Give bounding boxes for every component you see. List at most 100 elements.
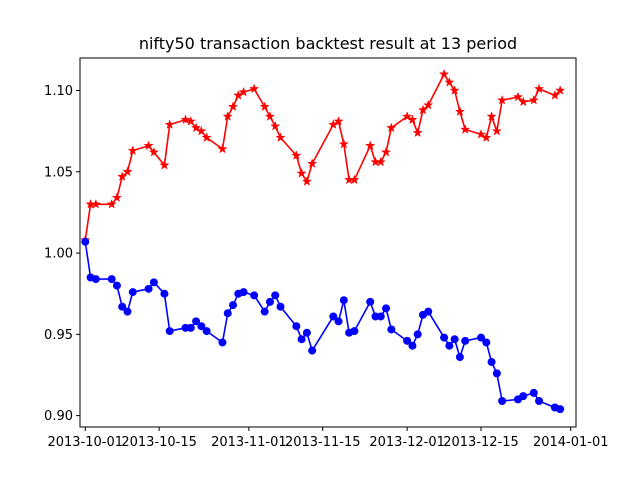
data-point xyxy=(90,198,101,209)
data-point xyxy=(270,120,281,131)
data-point xyxy=(482,338,491,347)
data-point xyxy=(454,106,466,116)
data-point xyxy=(375,156,386,167)
data-point xyxy=(444,77,455,87)
data-point xyxy=(498,396,507,405)
data-point xyxy=(555,85,566,95)
data-point xyxy=(403,336,412,345)
data-point xyxy=(218,338,227,347)
data-point xyxy=(127,145,138,155)
data-point xyxy=(528,94,539,105)
data-point xyxy=(440,333,449,342)
data-point xyxy=(192,317,201,326)
data-point xyxy=(402,111,413,121)
data-point xyxy=(229,301,238,310)
data-point xyxy=(201,132,212,142)
data-point xyxy=(487,357,496,366)
data-point xyxy=(386,122,397,133)
data-point xyxy=(339,296,348,305)
data-point xyxy=(249,83,260,94)
x-tick-label: 2013-11-01 xyxy=(211,435,287,450)
data-point xyxy=(202,327,211,336)
data-point xyxy=(424,307,433,316)
data-point xyxy=(492,369,501,378)
data-point xyxy=(107,275,116,284)
data-point xyxy=(197,322,206,331)
data-point xyxy=(196,125,207,136)
data-point xyxy=(380,146,392,157)
y-tick-label: 1.10 xyxy=(44,84,73,99)
data-point xyxy=(265,297,274,306)
data-point xyxy=(122,166,133,177)
data-point xyxy=(408,341,417,350)
data-point xyxy=(160,289,169,298)
data-point xyxy=(475,129,487,139)
data-point xyxy=(302,328,311,337)
data-point xyxy=(159,159,170,170)
data-point xyxy=(308,346,317,355)
data-point xyxy=(186,323,195,332)
data-point xyxy=(291,150,302,160)
data-point xyxy=(112,281,121,290)
data-point xyxy=(307,158,318,168)
series-2 xyxy=(81,237,565,414)
x-tick-label: 2013-10-15 xyxy=(121,435,197,450)
data-point xyxy=(227,101,239,112)
data-point xyxy=(350,327,359,336)
data-point xyxy=(185,116,196,126)
data-point xyxy=(556,405,565,414)
data-point xyxy=(238,86,249,97)
data-point xyxy=(407,114,418,125)
data-point xyxy=(250,291,259,300)
data-point xyxy=(460,124,471,134)
data-point xyxy=(333,116,344,126)
data-point xyxy=(296,168,307,178)
data-point xyxy=(491,125,502,136)
x-tick-label: 2014-01-01 xyxy=(533,435,609,450)
data-point xyxy=(519,392,528,401)
data-point xyxy=(144,284,153,293)
data-point xyxy=(297,335,306,344)
data-point xyxy=(423,99,434,110)
data-point xyxy=(106,198,117,209)
chart-title: nifty50 transaction backtest result at 1… xyxy=(139,34,517,53)
data-point xyxy=(449,85,460,95)
data-point xyxy=(365,140,376,151)
y-axis: 0.90 0.95 1.00 1.05 1.10 xyxy=(44,84,80,424)
series-layer xyxy=(80,68,566,414)
data-point xyxy=(91,275,100,284)
y-tick-label: 0.90 xyxy=(44,409,73,424)
data-point xyxy=(123,307,132,316)
data-point xyxy=(128,288,137,297)
data-point xyxy=(477,333,486,342)
data-point xyxy=(264,111,276,121)
data-point xyxy=(239,288,248,297)
data-point xyxy=(329,312,338,321)
data-point xyxy=(190,122,202,133)
data-point xyxy=(486,111,497,121)
data-point xyxy=(259,101,270,112)
data-point xyxy=(111,192,123,203)
data-point xyxy=(413,330,422,339)
data-point xyxy=(481,132,492,142)
data-point xyxy=(180,114,191,125)
y-tick-label: 1.00 xyxy=(44,247,73,262)
data-point xyxy=(301,176,312,186)
x-tick-label: 2013-12-01 xyxy=(369,435,445,450)
data-point xyxy=(438,68,450,79)
data-point xyxy=(445,341,454,350)
data-point xyxy=(497,94,508,105)
y-tick-label: 1.05 xyxy=(44,165,73,180)
data-point xyxy=(535,396,544,405)
data-point xyxy=(533,83,545,94)
data-point xyxy=(376,312,385,321)
data-point xyxy=(512,91,524,102)
data-point xyxy=(518,96,529,107)
data-point xyxy=(366,297,375,306)
data-point xyxy=(260,307,269,316)
data-point xyxy=(292,322,301,331)
y-tick-label: 0.95 xyxy=(44,328,73,343)
x-tick-label: 2013-11-15 xyxy=(285,435,361,450)
